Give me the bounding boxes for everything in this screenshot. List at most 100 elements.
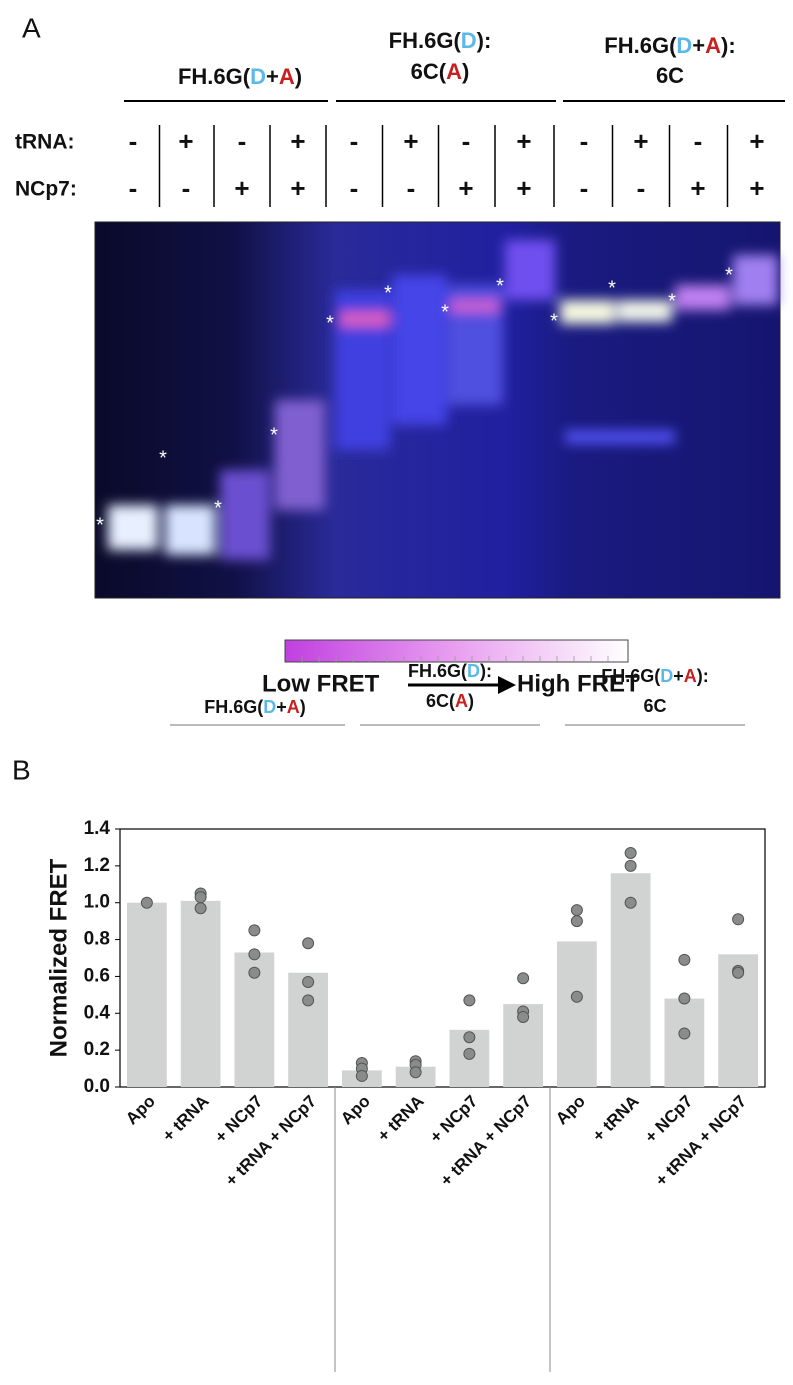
band-marker: * (270, 424, 278, 446)
replicate-point (517, 972, 530, 985)
lane-sign: + (749, 126, 764, 156)
x-tick-label: + tRNA (159, 1092, 213, 1146)
x-tick-label: + NCp7 (641, 1092, 696, 1147)
group-title: FH.6G(D): (408, 661, 492, 681)
title-part: A (684, 666, 697, 686)
title-part: D (676, 33, 692, 58)
band-marker: * (96, 514, 104, 536)
title-part: A (446, 59, 462, 84)
band-marker: * (725, 264, 733, 286)
bar (664, 998, 705, 1087)
replicate-point (463, 1047, 476, 1060)
replicate-point (248, 924, 261, 937)
lane-sign: - (350, 126, 359, 156)
lane-sign: - (580, 126, 589, 156)
band-marker: * (550, 310, 558, 332)
title-part: A (279, 64, 295, 89)
title-part: ): (697, 666, 709, 686)
lane-sign: - (407, 173, 416, 203)
replicate-point (570, 990, 583, 1003)
bar (610, 873, 651, 1087)
title-part: ) (462, 59, 469, 84)
title-part: FH.6G( (604, 33, 677, 58)
title-part: D (461, 28, 477, 53)
title-part: 6C( (411, 59, 447, 84)
title-part: D (250, 64, 266, 89)
lane-sign: + (516, 126, 531, 156)
y-tick-label: 1.2 (84, 855, 110, 876)
band-marker: * (326, 312, 334, 334)
bar (180, 900, 221, 1087)
replicate-point (140, 896, 153, 909)
y-axis-label: Normalized FRET (45, 858, 72, 1057)
row-label: NCp7: (15, 178, 77, 201)
group-title: FH.6G(D+A): (604, 33, 735, 58)
title-part: FH.6G( (408, 661, 467, 681)
group-title: 6C (643, 696, 666, 716)
lane-sign: + (690, 173, 705, 203)
lane-sign: - (350, 173, 359, 203)
bar (126, 902, 167, 1087)
lane-sign: + (633, 126, 648, 156)
group-title: 6C(A) (411, 59, 470, 84)
x-tick-label: + tRNA + NCp7 (652, 1092, 750, 1190)
lane-sign: + (290, 173, 305, 203)
replicate-point (194, 891, 207, 904)
x-tick-label: Apo (337, 1092, 374, 1129)
y-tick-label: 0.6 (84, 965, 110, 986)
x-tick-label: Apo (122, 1092, 159, 1129)
band-marker: * (441, 301, 449, 323)
y-tick-label: 1.0 (84, 892, 110, 913)
lane-sign: - (580, 173, 589, 203)
title-part: FH.6G( (204, 697, 263, 717)
lane-sign: + (403, 126, 418, 156)
title-part: ): (480, 661, 492, 681)
y-tick-label: 0.8 (84, 929, 110, 950)
title-part: ) (468, 691, 474, 711)
lane-sign: + (178, 126, 193, 156)
panel-label: A (22, 12, 41, 43)
colorbar-low: Low FRET (262, 670, 380, 697)
x-tick-label: Apo (552, 1092, 589, 1129)
x-tick-label: + tRNA (589, 1092, 643, 1146)
panel-label: B (12, 754, 31, 785)
title-part: FH.6G( (601, 666, 660, 686)
replicate-point (624, 846, 637, 859)
replicate-point (624, 896, 637, 909)
y-tick-label: 0.0 (84, 1076, 110, 1097)
title-part: 6C (656, 63, 684, 88)
x-tick-label: + NCp7 (211, 1092, 266, 1147)
title-part: + (673, 666, 684, 686)
band-marker: * (496, 275, 504, 297)
title-part: + (692, 33, 705, 58)
title-part: 6C( (426, 691, 455, 711)
lane-sign: + (290, 126, 305, 156)
replicate-point (302, 937, 315, 950)
lane-sign: - (694, 126, 703, 156)
title-part: D (467, 661, 480, 681)
title-part: 6C (643, 696, 666, 716)
band-marker: * (214, 497, 222, 519)
arrow-head (498, 676, 516, 694)
replicate-point (678, 992, 691, 1005)
replicate-point (570, 904, 583, 917)
group-title: 6C (656, 63, 684, 88)
colorbar (284, 639, 629, 663)
lane-sign: + (234, 173, 249, 203)
replicate-point (302, 994, 315, 1007)
lane-sign: - (462, 126, 471, 156)
replicate-point (355, 1069, 368, 1082)
replicate-point (463, 1031, 476, 1044)
title-part: FH.6G( (178, 64, 251, 89)
group-title: FH.6G(D+A): (601, 666, 709, 686)
replicate-point (732, 966, 745, 979)
title-part: + (276, 697, 287, 717)
gel-bands (108, 240, 778, 560)
bar (288, 972, 329, 1087)
y-tick-label: 1.4 (84, 818, 111, 839)
replicate-point (248, 966, 261, 979)
group-title: FH.6G(D): (389, 28, 492, 53)
plot-frame (119, 828, 766, 1088)
x-tick-label: + NCp7 (426, 1092, 481, 1147)
lane-sign: - (129, 126, 138, 156)
